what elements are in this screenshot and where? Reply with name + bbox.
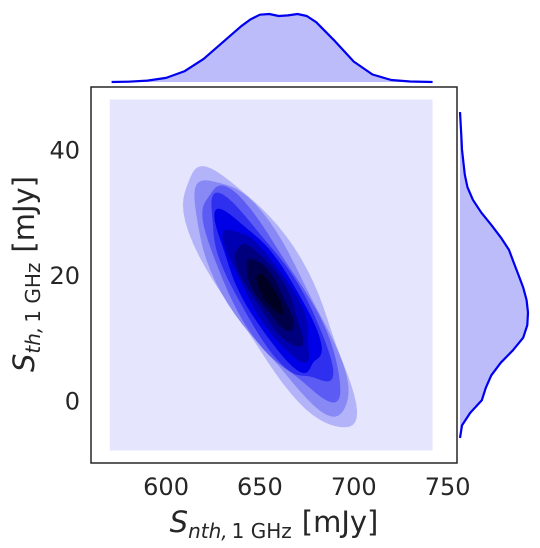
marginal-y-line bbox=[458, 112, 530, 439]
x-axis-ticks: 600 650 700 750 bbox=[143, 473, 470, 501]
marginal-x-line bbox=[111, 12, 433, 84]
x-axis-label-subscript: nth, bbox=[188, 519, 228, 543]
x-tick-label: 700 bbox=[331, 473, 377, 501]
x-axis-label-unit: [mJy] bbox=[302, 505, 379, 539]
joint-density-contours bbox=[109, 99, 433, 451]
y-axis-ticks: 0 20 40 bbox=[49, 137, 80, 416]
joint-axes-frame bbox=[90, 86, 458, 464]
marginal-y-fill bbox=[460, 112, 528, 438]
x-tick-label: 650 bbox=[237, 473, 283, 501]
y-axis-label-subscript-unit: 1 GHz bbox=[21, 263, 45, 323]
x-axis-label-symbol: S bbox=[170, 505, 188, 539]
x-axis-label-subscript-unit: 1 GHz bbox=[232, 519, 292, 543]
x-tick-label: 600 bbox=[143, 473, 189, 501]
y-axis-label-symbol: S bbox=[7, 354, 41, 372]
y-tick-label: 20 bbox=[49, 262, 80, 290]
y-axis-label-unit: [mJy] bbox=[7, 176, 41, 253]
y-axis-label: Sth, 1 GHz [mJy] bbox=[7, 176, 45, 372]
marginal-y-density bbox=[458, 112, 530, 439]
y-tick-label: 0 bbox=[65, 387, 80, 415]
marginal-x-density bbox=[111, 12, 433, 84]
y-tick-label: 40 bbox=[49, 137, 80, 165]
x-tick-label: 750 bbox=[425, 473, 471, 501]
contour-level-9 bbox=[256, 273, 283, 315]
y-axis-label-subscript: th, bbox=[21, 327, 45, 354]
marginal-x-fill bbox=[111, 14, 433, 82]
x-axis-label: Snth, 1 GHz [mJy] bbox=[170, 505, 379, 543]
